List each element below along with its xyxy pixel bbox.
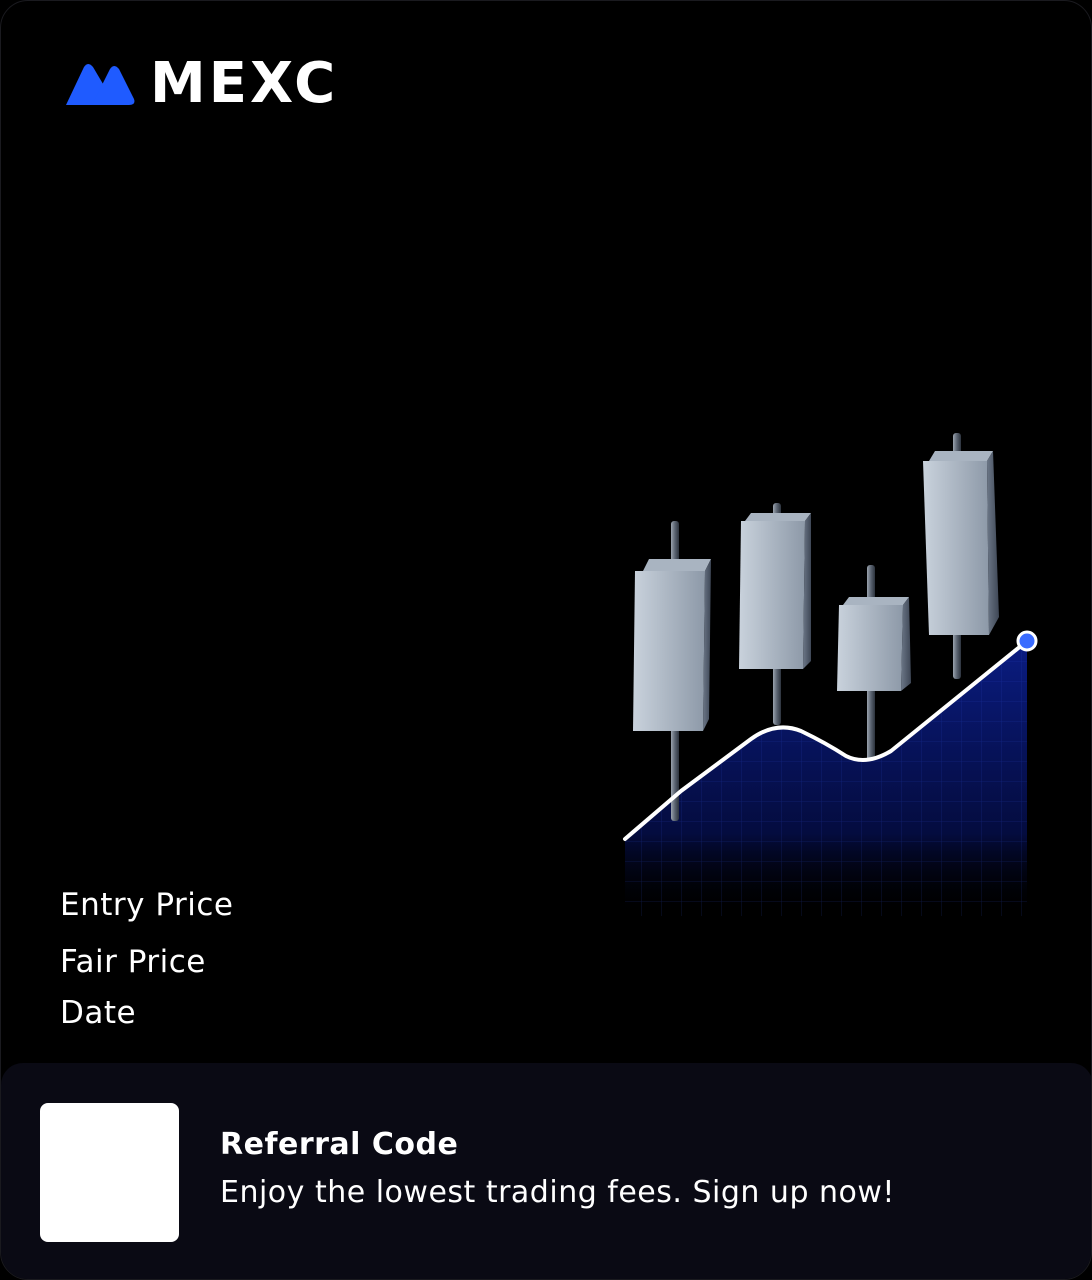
candlestick-chart-icon [623, 433, 1038, 916]
qr-code-placeholder [40, 1103, 179, 1242]
entry-price-label: Entry Price [60, 887, 234, 923]
fair-price-label: Fair Price [60, 944, 206, 980]
referral-description: Enjoy the lowest trading fees. Sign up n… [220, 1175, 895, 1210]
referral-footer: Referral Code Enjoy the lowest trading f… [1, 1063, 1091, 1279]
brand-logo: MEXC [62, 51, 339, 116]
brand-name: MEXC [150, 51, 339, 116]
referral-title: Referral Code [220, 1127, 459, 1162]
mexc-mountain-icon [66, 64, 135, 105]
date-label: Date [60, 995, 137, 1031]
